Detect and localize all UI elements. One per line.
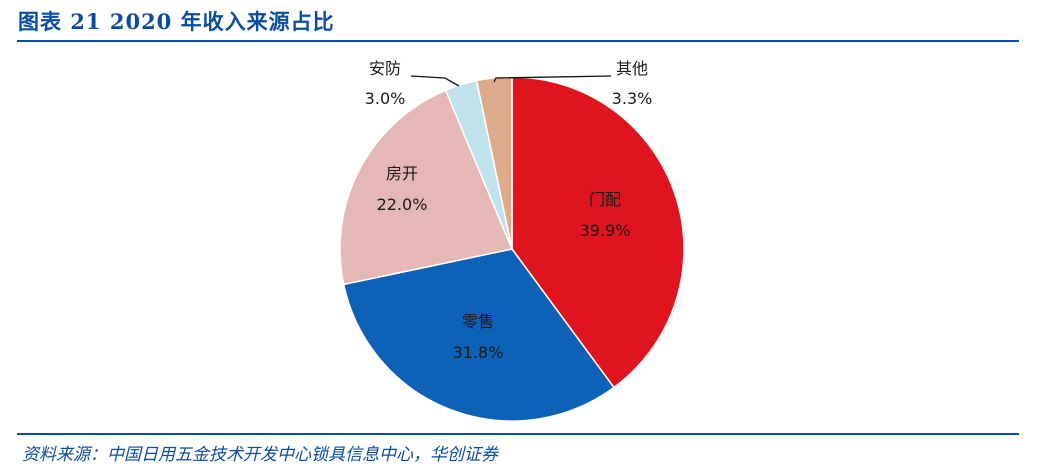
slice-value-label: 3.3% — [612, 89, 653, 108]
chart-title: 图表 21 2020 年收入来源占比 — [18, 9, 335, 34]
slice-name-label: 安防 — [369, 59, 401, 78]
top-rule — [17, 40, 1019, 42]
slice-name-label: 其他 — [616, 59, 648, 78]
pie-slice-4 — [475, 76, 513, 250]
pie-slice-2 — [339, 89, 514, 286]
slice-name-label: 房开 — [386, 164, 418, 183]
slice-value-label: 22.0% — [377, 195, 428, 214]
bottom-rule — [17, 433, 1019, 435]
slice-name-label: 门配 — [589, 190, 621, 209]
pie-slice-1 — [342, 248, 616, 422]
pie-slice-0 — [511, 76, 685, 389]
slice-value-label: 3.0% — [365, 89, 406, 108]
leader-lines — [410, 75, 612, 87]
slice-value-label: 39.9% — [580, 221, 631, 240]
pie-labels: 门配 39.9% 零售 31.8% 房开 22.0% 安防 3.0% 其他 3.3% — [365, 59, 653, 362]
slice-value-label: 31.8% — [453, 343, 504, 362]
source-note: 资料来源：中国日用五金技术开发中心锁具信息中心，华创证券 — [22, 445, 498, 465]
leader-line — [493, 75, 612, 83]
slice-name-label: 零售 — [462, 312, 494, 331]
leader-line — [410, 75, 460, 87]
pie-slices — [339, 76, 685, 422]
